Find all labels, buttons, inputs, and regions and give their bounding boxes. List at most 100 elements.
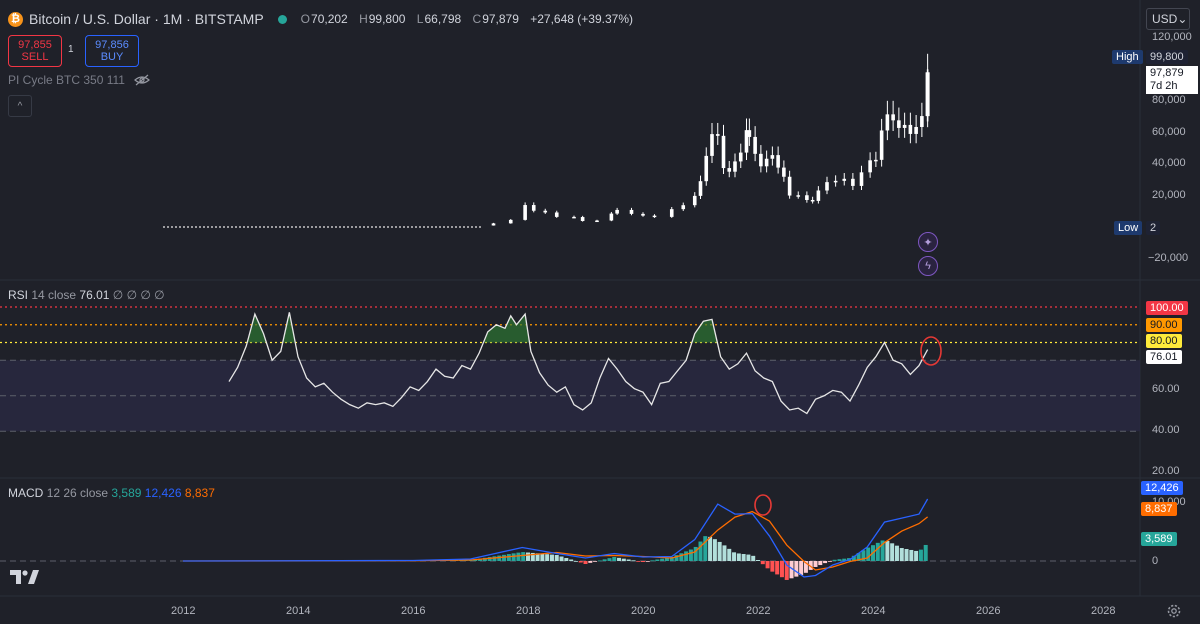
macd-params: 12 26 close — [46, 486, 109, 500]
macd-histogram-bar — [583, 561, 588, 564]
macd-histogram-bar — [530, 552, 535, 561]
macd-line-value: 12,426 — [144, 486, 182, 500]
currency-value: USD — [1152, 12, 1178, 26]
tradingview-logo[interactable] — [10, 568, 40, 586]
time-axis-label: 2014 — [286, 605, 311, 617]
macd-histogram-bar — [612, 557, 617, 561]
price-candle-body — [710, 134, 714, 156]
macd-histogram-bar — [569, 559, 574, 561]
rsi-overbought-fill — [282, 312, 296, 343]
sell-button[interactable]: 97,855 SELL — [8, 35, 62, 67]
macd-histogram-bar — [756, 560, 760, 561]
macd-histogram-bar — [708, 536, 713, 561]
macd-legend[interactable]: MACD 12 26 close 3,589 12,426 8,837 — [8, 486, 215, 500]
macd-histogram-bar — [607, 558, 612, 561]
rsi-name: RSI — [8, 288, 29, 302]
price-candle-body — [747, 130, 752, 137]
low-value-tag: 2 — [1146, 221, 1161, 235]
price-candle-body — [531, 205, 536, 211]
macd-histogram-value: 3,589 — [111, 486, 142, 500]
macd-histogram-bar — [540, 553, 545, 561]
macd-histogram-bar — [588, 561, 593, 563]
time-axis-label: 2018 — [516, 605, 541, 617]
macd-histogram-bar — [549, 554, 554, 561]
macd-signal-value: 8,837 — [184, 486, 215, 500]
price-tick-neg20000: −20,000 — [1148, 252, 1189, 264]
collapse-button[interactable]: ^ — [8, 95, 32, 117]
macd-histogram-bar — [770, 561, 775, 572]
price-tick-20000: 20,000 — [1152, 189, 1186, 201]
time-axis-label: 2012 — [171, 605, 196, 617]
price-candle-body — [554, 212, 559, 217]
sparkle-button[interactable]: ✦ — [918, 232, 938, 252]
price-candle-body — [543, 210, 548, 213]
macd-histogram-bar — [885, 540, 890, 561]
macd-histogram-bar — [717, 541, 722, 561]
price-candle-body — [764, 158, 769, 167]
rsi-tick-40: 40.00 — [1152, 424, 1180, 436]
macd-histogram-bar — [765, 561, 770, 569]
rsi-value: 76.01 — [79, 288, 110, 302]
macd-name: MACD — [8, 486, 44, 500]
macd-histogram-bar — [636, 561, 641, 562]
macd-signal-tag: 8,837 — [1141, 502, 1177, 516]
rsi-current-tag: 76.01 — [1146, 350, 1182, 364]
macd-histogram-bar — [789, 561, 794, 579]
price-candle-body — [727, 168, 732, 172]
price-candle-body — [681, 205, 686, 210]
buy-button[interactable]: 97,856 BUY — [85, 35, 139, 67]
macd-histogram-bar — [732, 552, 737, 561]
high-value: 99,800 — [368, 12, 406, 26]
macd-histogram-bar — [506, 554, 511, 561]
macd-histogram-bar — [492, 556, 497, 561]
macd-histogram-bar — [578, 561, 583, 563]
macd-line — [182, 498, 929, 578]
macd-histogram-bar — [669, 557, 674, 561]
macd-histogram-bar — [894, 545, 899, 561]
order-quantity[interactable]: 1 — [68, 44, 74, 55]
price-candle-body — [908, 124, 913, 134]
macd-histogram-bar — [703, 536, 708, 561]
macd-histogram-bar — [516, 552, 521, 561]
macd-histogram-bar — [784, 561, 789, 580]
gear-icon[interactable] — [1166, 603, 1182, 619]
pi-cycle-name: PI Cycle BTC 350 111 — [8, 73, 125, 87]
macd-histogram-bar — [813, 561, 818, 567]
time-axis-label: 2020 — [631, 605, 656, 617]
macd-histogram-bar — [521, 552, 526, 561]
rsi-legend[interactable]: RSI 14 close 76.01 ∅ ∅ ∅ ∅ — [8, 288, 165, 302]
eye-off-icon[interactable] — [133, 73, 151, 87]
pi-cycle-indicator-label[interactable]: PI Cycle BTC 350 111 — [8, 73, 151, 87]
macd-histogram-bar — [751, 555, 756, 561]
macd-histogram-bar — [545, 554, 550, 561]
macd-histogram-bar — [827, 561, 832, 562]
rsi-tick-20: 20.00 — [1152, 465, 1180, 477]
time-axis-label: 2016 — [401, 605, 426, 617]
rsi-overbought-fill — [691, 319, 718, 343]
macd-histogram-bar — [875, 542, 880, 561]
lightning-button[interactable]: ϟ — [918, 256, 938, 276]
symbol-title[interactable]: Bitcoin / U.S. Dollar · 1M · BITSTAMP — [29, 11, 264, 27]
macd-histogram-bar — [573, 561, 578, 562]
price-candle-body — [891, 114, 895, 121]
time-axis-label: 2028 — [1091, 605, 1116, 617]
macd-histogram-bar — [688, 549, 693, 561]
last-price-tag: 97,879 7d 2h — [1146, 66, 1198, 94]
macd-histogram-bar — [779, 561, 784, 578]
price-candle-body — [572, 216, 576, 219]
currency-select[interactable]: USD ⌄ — [1146, 8, 1190, 30]
price-candle-body — [920, 116, 924, 127]
close-key: C — [472, 12, 482, 26]
macd-crossover-annotation-circle — [754, 494, 772, 516]
rsi-params: 14 close — [31, 288, 77, 302]
macd-histogram-bar — [674, 555, 679, 561]
macd-histogram-bar — [631, 560, 636, 562]
macd-histogram-bar — [909, 549, 914, 561]
price-candle-body — [782, 167, 786, 177]
price-candle-body — [744, 130, 749, 153]
price-candle-body — [902, 124, 907, 128]
price-candle-body — [816, 190, 821, 201]
macd-histogram-bar — [722, 545, 727, 561]
macd-histogram-bar — [775, 561, 780, 575]
